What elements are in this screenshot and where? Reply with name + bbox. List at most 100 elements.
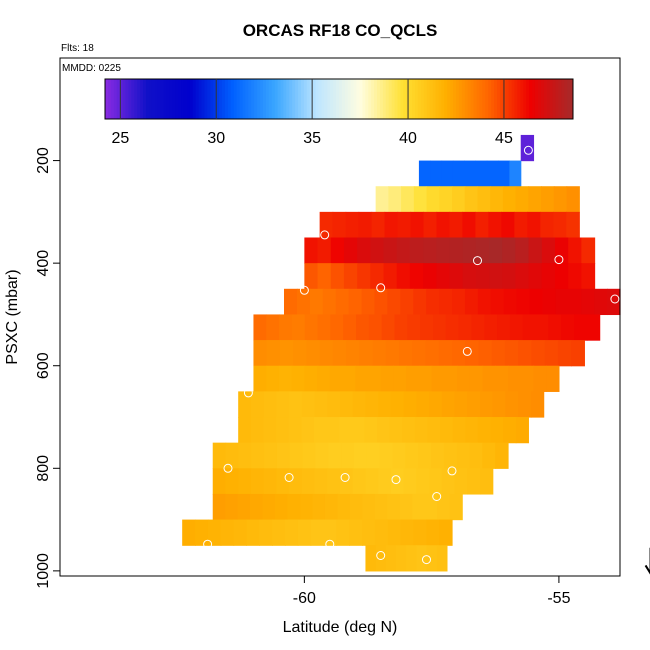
heatmap-cell <box>502 263 516 290</box>
heatmap-cell <box>225 468 239 495</box>
sample-point <box>203 539 213 549</box>
colorbar-segment <box>309 79 314 119</box>
heatmap-cell <box>339 417 353 444</box>
heatmap-cell <box>370 263 385 290</box>
heatmap-cell <box>306 340 321 367</box>
heatmap-cell <box>389 417 403 444</box>
heatmap-cell <box>259 519 273 546</box>
heatmap-cell <box>566 186 580 213</box>
heatmap-cell <box>238 391 252 418</box>
colorbar-segment <box>444 79 448 119</box>
colorbar-segment <box>397 79 401 119</box>
colorbar-segment <box>236 79 241 119</box>
heatmap-cell <box>480 468 494 495</box>
heatmap-cell <box>349 493 363 521</box>
heatmap-cell <box>514 211 528 239</box>
heatmap-cell <box>304 314 319 341</box>
heatmap-cell <box>317 263 332 290</box>
heatmap-cell <box>207 519 222 546</box>
colorbar-segment <box>482 79 486 119</box>
heatmap-cell <box>301 468 316 495</box>
heatmap-cell <box>264 442 278 469</box>
heatmap-cell <box>475 263 490 290</box>
heatmap-cell <box>379 442 394 469</box>
heatmap-cell <box>469 442 483 469</box>
heatmap-cell <box>423 237 437 264</box>
heatmap-cell <box>477 417 492 444</box>
colorbar-segment <box>412 79 416 119</box>
colorbar-segment <box>473 79 477 119</box>
heatmap-cell <box>426 186 440 213</box>
heatmap-cell <box>490 288 505 316</box>
heatmap-cell <box>399 493 413 521</box>
heatmap-cell <box>439 186 453 213</box>
heatmap-cell <box>385 545 397 572</box>
heatmap-cell <box>263 468 277 495</box>
heatmap-cell <box>279 314 293 341</box>
sample-point <box>610 209 620 219</box>
sample-point <box>462 556 472 566</box>
heatmap-cell <box>374 519 389 546</box>
heatmap-cell <box>518 391 532 418</box>
colorbar-segment <box>537 79 542 119</box>
sample-point <box>376 551 386 560</box>
colorbar-segment <box>400 79 404 119</box>
heatmap-cell <box>284 519 299 546</box>
colorbar-segment <box>300 79 305 119</box>
heatmap-cell <box>465 417 479 444</box>
colorbar-segment <box>122 79 126 119</box>
y-tick-label: 400 <box>35 250 52 277</box>
heatmap-cell <box>528 263 543 290</box>
heatmap-cell <box>250 468 265 495</box>
colorbar-segment <box>248 79 252 119</box>
heatmap-cell <box>312 493 326 521</box>
colorbar-segment <box>347 79 352 119</box>
heatmap-cell <box>467 468 481 495</box>
colorbar-segment <box>245 79 249 119</box>
colorbar-segment <box>116 79 121 119</box>
heatmap-cell <box>266 314 280 341</box>
colorbar-segment <box>494 79 498 119</box>
heatmap-cell <box>410 211 425 239</box>
heatmap-cell <box>436 237 451 264</box>
heatmap-cell <box>238 468 252 495</box>
sample-point <box>376 283 386 293</box>
heatmap-cell <box>518 340 533 367</box>
heatmap-cell <box>530 391 545 418</box>
heatmap-cell <box>508 365 522 392</box>
colorbar-segment <box>532 79 536 119</box>
heatmap-cell <box>301 417 315 444</box>
heatmap-cell <box>237 493 251 521</box>
sample-point <box>422 555 431 565</box>
heatmap-cell <box>266 365 280 392</box>
heatmap-cell <box>426 545 438 572</box>
heatmap-cell <box>317 314 331 341</box>
heatmap-cell <box>452 417 466 444</box>
heatmap-cell <box>297 519 312 546</box>
colorbar-segment <box>461 79 466 119</box>
heatmap-cell <box>275 493 289 521</box>
heatmap-cell <box>449 493 463 521</box>
heatmap-cell <box>464 186 479 213</box>
heatmap-cell <box>287 493 301 521</box>
colorbar-segment <box>178 79 182 119</box>
heatmap-cell <box>400 288 414 316</box>
heatmap-cell <box>365 468 379 495</box>
heatmap-cell <box>418 365 433 392</box>
colorbar-segment <box>239 79 243 119</box>
colorbar-segment <box>529 79 533 119</box>
heatmap-cell <box>276 442 291 469</box>
colorbar-segment <box>456 79 460 119</box>
heatmap-cell <box>568 263 582 290</box>
colorbar-segment <box>227 79 232 119</box>
heatmap-cell <box>366 442 381 469</box>
colorbar-segment <box>230 79 235 119</box>
heatmap-cell <box>233 519 248 546</box>
heatmap-cell <box>263 391 277 418</box>
colorbar-segment <box>210 79 214 119</box>
colorbar-segment <box>286 79 290 119</box>
heatmap-cell <box>533 365 547 392</box>
heatmap-cell <box>293 340 307 367</box>
colorbar-segment <box>464 79 469 119</box>
heatmap-cell <box>276 391 290 418</box>
